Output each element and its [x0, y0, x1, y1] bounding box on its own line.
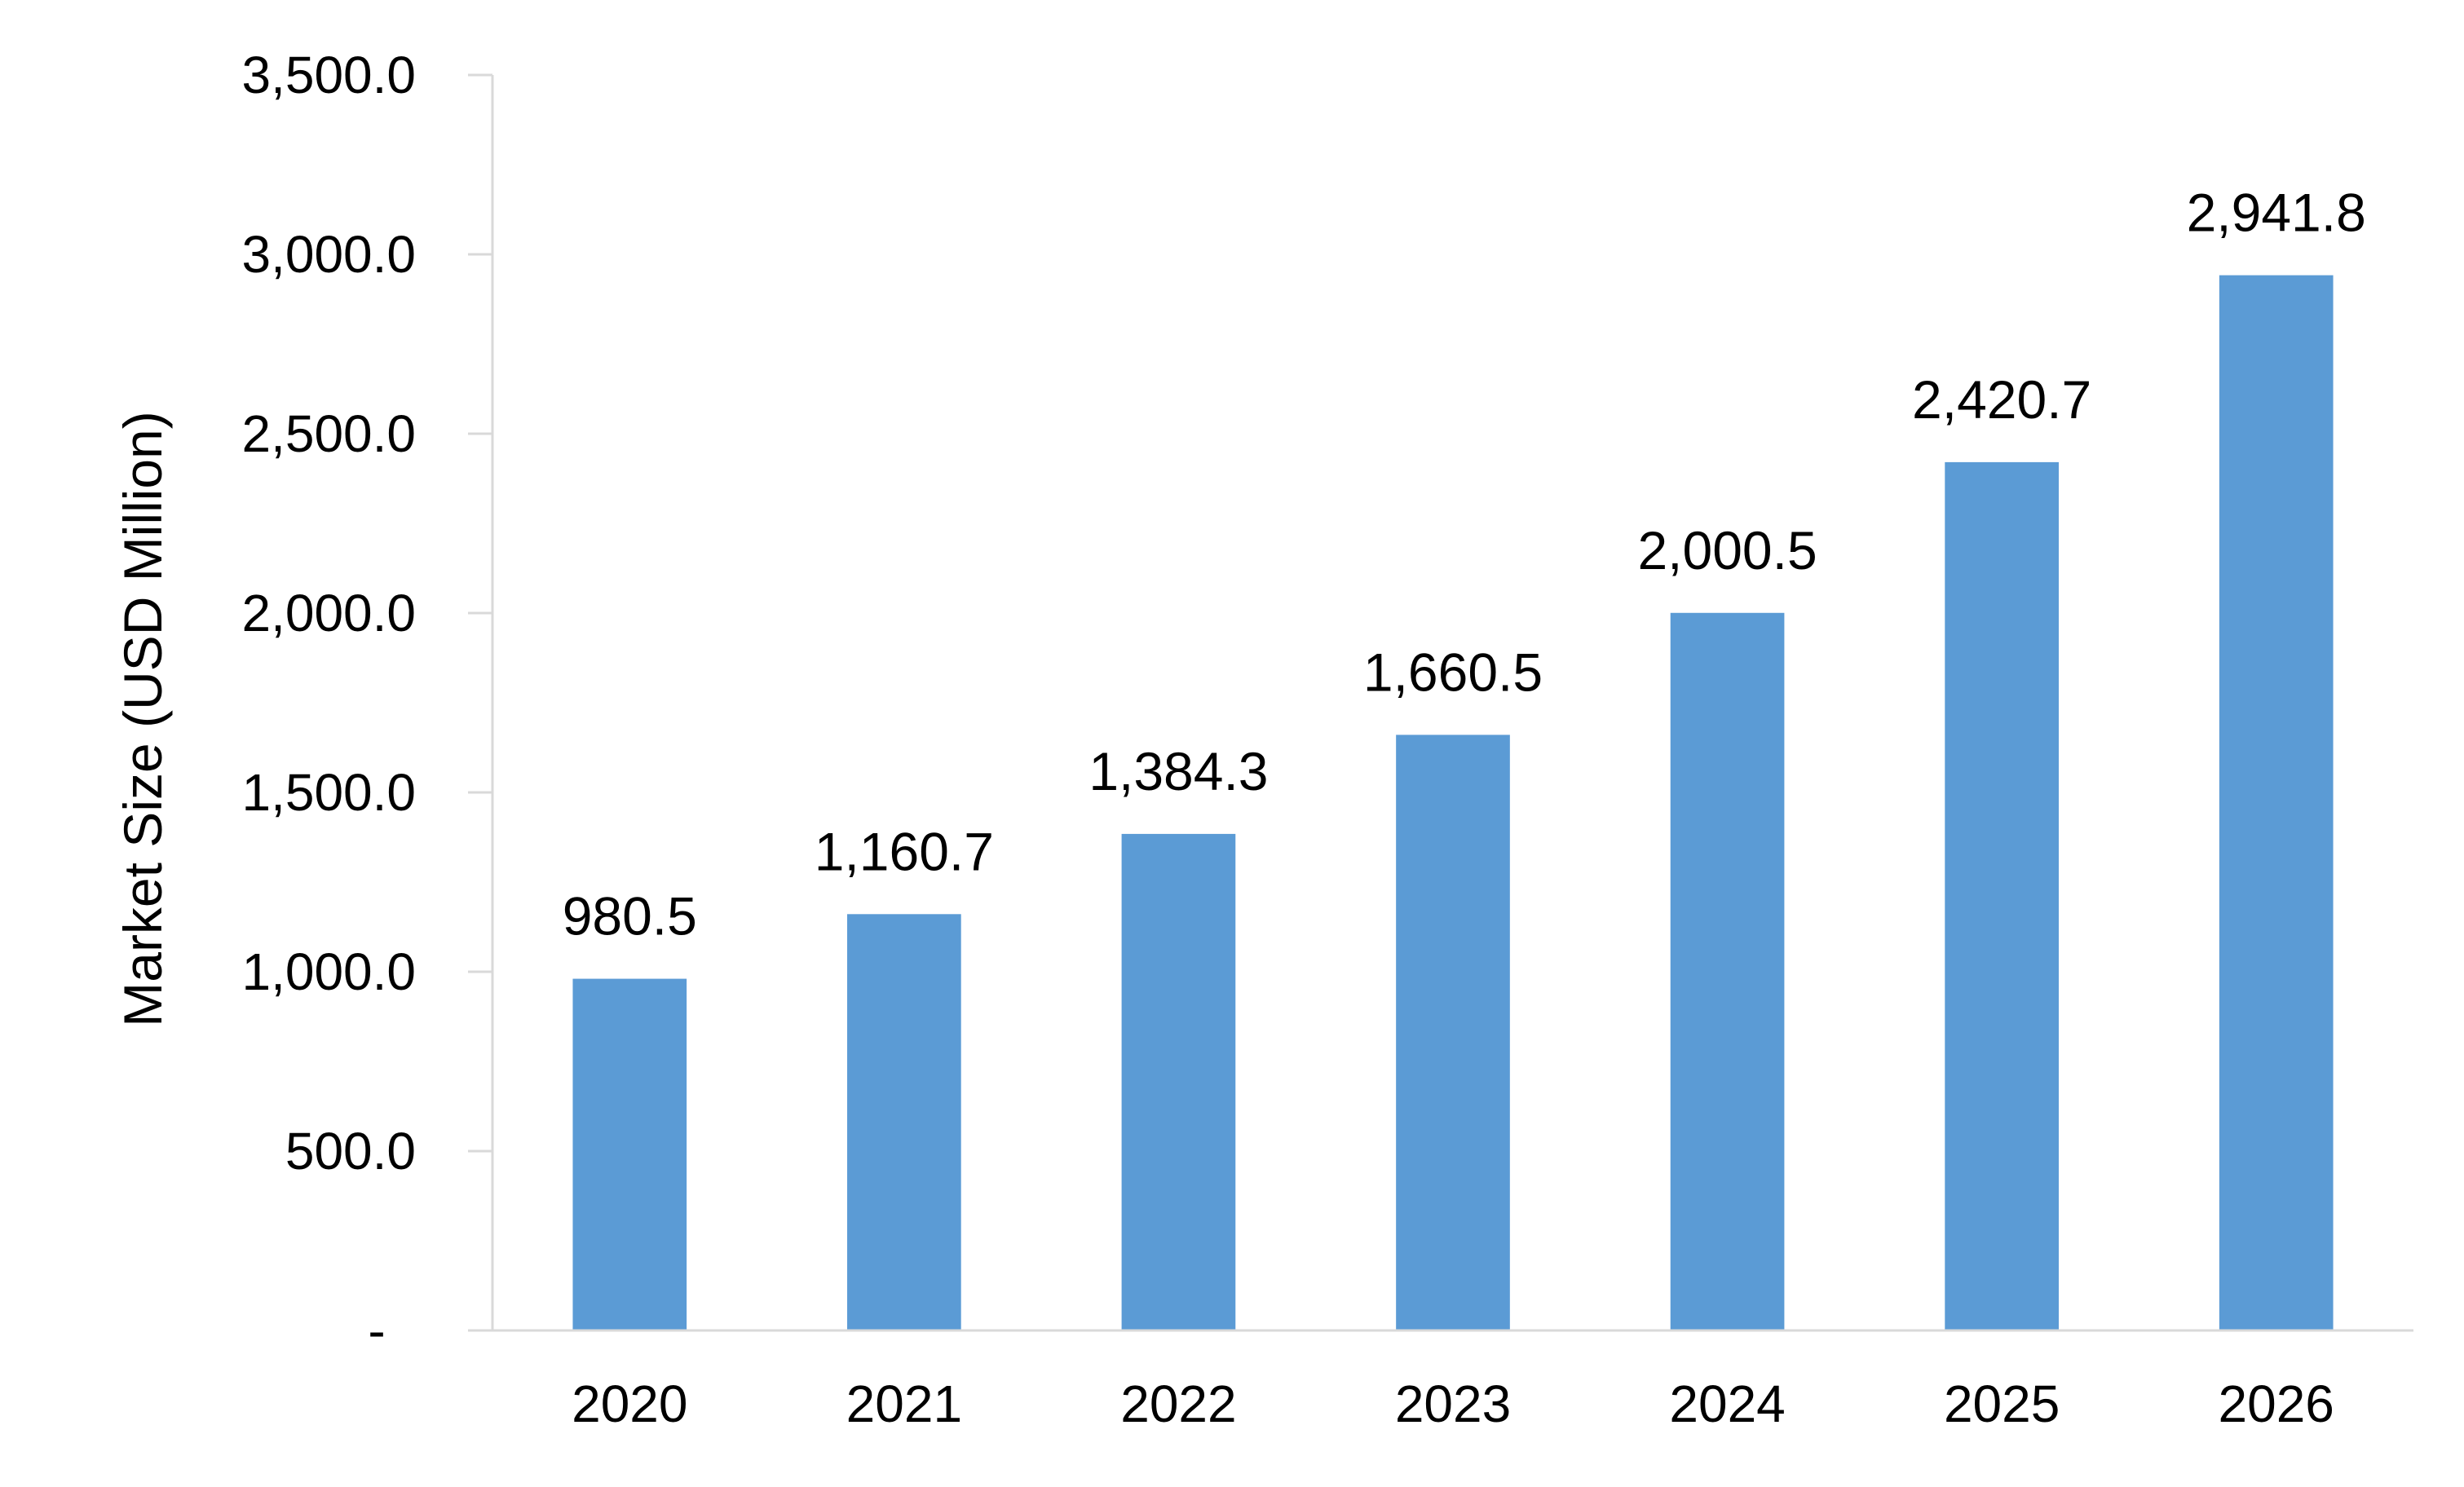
y-tick-label: - [368, 1301, 385, 1360]
y-tick-label: 500.0 [285, 1122, 416, 1180]
y-tick-label: 2,500.0 [241, 404, 416, 463]
bar-2021 [847, 914, 961, 1330]
data-labels: 980.5 1,160.7 1,384.3 1,660.5 2,000.5 2,420.7… [563, 183, 2366, 946]
y-tick-label: 3,500.0 [241, 46, 416, 104]
data-label-2020: 980.5 [563, 886, 697, 946]
x-axis-ticks: 2020 2021 2022 2023 2024 2025 2026 [572, 1374, 2334, 1433]
bar-2024 [1670, 612, 1785, 1330]
x-tick-label-2022: 2022 [1120, 1374, 1236, 1433]
data-label-2021: 1,160.7 [815, 821, 994, 881]
bar-2022 [1121, 833, 1236, 1330]
x-tick-label-2023: 2023 [1395, 1374, 1511, 1433]
x-tick-label-2025: 2025 [1944, 1374, 2060, 1433]
data-label-2024: 2,000.5 [1637, 520, 1817, 580]
bar-2020 [572, 978, 687, 1330]
y-tick-label: 1,000.0 [241, 942, 416, 1001]
y-tick-label: 3,000.0 [241, 225, 416, 284]
bars [572, 275, 2334, 1330]
x-tick-label-2026: 2026 [2219, 1374, 2334, 1433]
x-tick-label-2021: 2021 [846, 1374, 962, 1433]
y-tick-label: 2,000.0 [241, 584, 416, 642]
y-axis-ticks: - 500.0 1,000.0 1,500.0 2,000.0 2,500.0 3,000.… [241, 46, 492, 1360]
data-label-2022: 1,384.3 [1088, 741, 1268, 801]
data-label-2025: 2,420.7 [1912, 369, 2091, 430]
y-tick-label: 1,500.0 [241, 763, 416, 822]
bar-2025 [1945, 461, 2059, 1330]
y-axis-title: Market Size (USD Million) [113, 411, 173, 1026]
data-label-2026: 2,941.8 [2187, 183, 2366, 243]
x-tick-label-2024: 2024 [1669, 1374, 1785, 1433]
data-label-2023: 1,660.5 [1363, 642, 1543, 702]
bar-2023 [1396, 735, 1510, 1330]
bar-2026 [2219, 275, 2334, 1330]
x-tick-label-2020: 2020 [572, 1374, 687, 1433]
